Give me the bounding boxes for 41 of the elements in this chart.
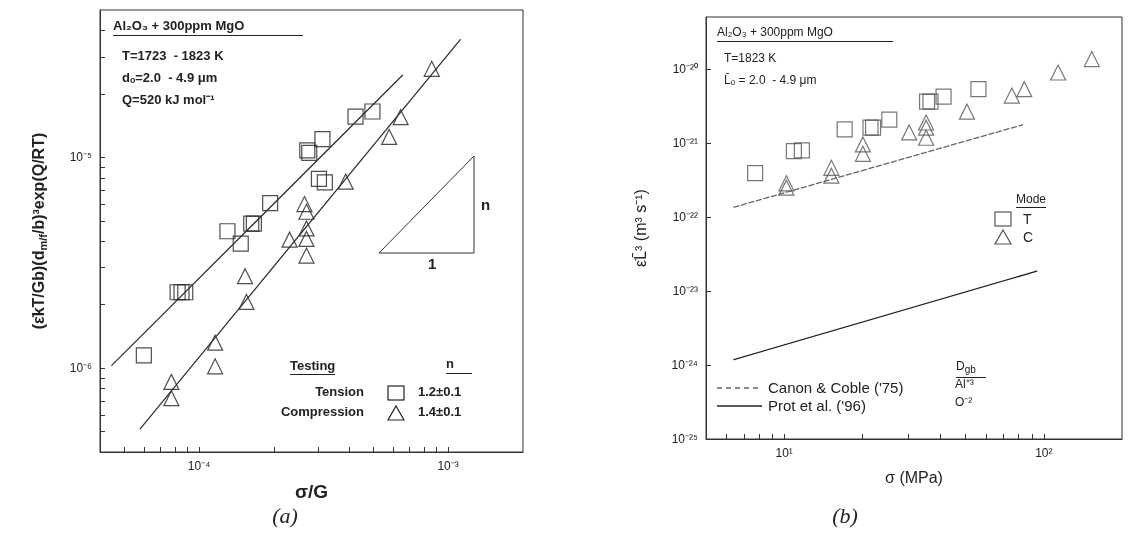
legend-label: Prot et al. ('96) [768, 397, 866, 414]
x-tick-label: 10¹ [775, 446, 793, 460]
annotation: L̄ₒ = 2.0 - 4.9 μm [724, 73, 817, 88]
y-tick-label: 10⁻²³ [672, 283, 698, 298]
x-tick-label: 10⁻³ [437, 459, 459, 473]
annotation: 1 [428, 255, 437, 273]
annotation: T=1823 K [724, 51, 777, 66]
x-axis-title: σ/G [294, 481, 329, 502]
legend-title: Mode [1016, 192, 1047, 209]
y-axis-title: (ε̇kT/Gb)(dm/f/b)³exp(Q/RT) [30, 132, 49, 330]
annotation: dₒ=2.0 - 4.9 μm [122, 70, 218, 86]
x-axis-title: σ (MPa) [885, 468, 943, 486]
legend-label: Tension [315, 384, 364, 400]
y-tick-label: 10⁻²¹ [672, 135, 698, 150]
y-tick-label: 10⁻⁶ [69, 361, 93, 376]
legend-label: T [1023, 211, 1032, 227]
annotation: n [481, 196, 491, 214]
legend-label: Compression [280, 404, 364, 420]
annotation: n [446, 356, 472, 375]
x-tick-label: 10² [1035, 446, 1053, 460]
legend-title: Testing [290, 358, 336, 376]
annotation: Al₂O₃ + 300ppm MgO [717, 25, 893, 43]
y-tick-label: 10⁻²⁴ [671, 357, 698, 372]
annotation: D$_{gb}$ [956, 359, 986, 379]
text: (a) [271, 503, 299, 529]
annotation: 1.4±0.1 [418, 404, 462, 420]
annotation: O⁻² [955, 395, 973, 410]
annotation: T=1723 - 1823 K [122, 48, 224, 64]
annotation: Al⁺³ [955, 377, 974, 392]
legend-label: C [1023, 229, 1034, 245]
annotation: Al₂O₃ + 300ppm MgO [113, 18, 303, 37]
y-axis-title: ε̇L̄³ (m³ s⁻¹) [631, 189, 649, 267]
text: (b) [831, 503, 859, 529]
annotation: 1.2±0.1 [418, 384, 462, 400]
y-tick-label: 10⁻²⁵ [671, 432, 699, 446]
y-tick-label: 10⁻⁵ [69, 150, 93, 165]
y-tick-label: 10⁻²⁰ [672, 61, 698, 76]
y-tick-label: 10⁻²² [672, 209, 698, 224]
legend-label: Canon & Coble ('75) [768, 379, 904, 396]
x-tick-label: 10⁻⁴ [187, 459, 211, 473]
annotation: Q=520 kJ mol⁻¹ [122, 92, 215, 108]
